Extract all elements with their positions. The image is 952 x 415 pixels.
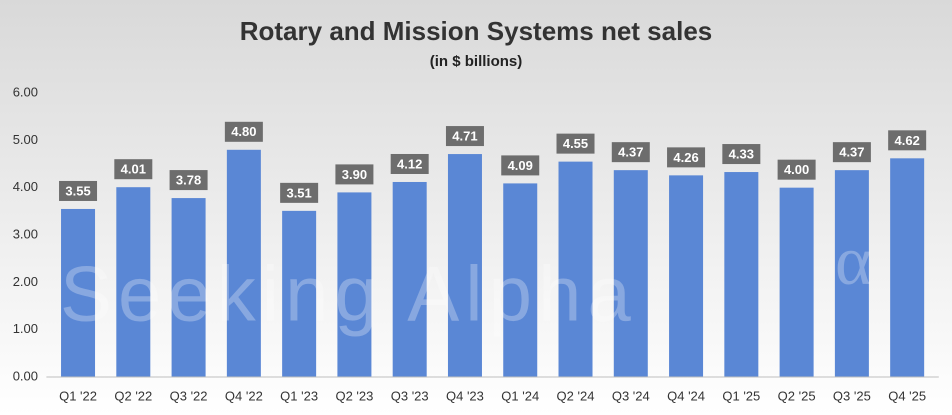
y-tick-label: 4.00 (13, 179, 38, 194)
y-tick-label: 6.00 (13, 84, 38, 99)
value-label: 3.55 (65, 183, 90, 198)
value-label: 4.33 (729, 146, 754, 161)
y-tick-label: 0.00 (13, 368, 38, 383)
value-label-box (611, 142, 650, 163)
x-tick-label: Q3 '25 (833, 388, 871, 403)
chart-subtitle: (in $ billions) (430, 53, 523, 70)
value-label-box (335, 164, 374, 185)
value-label: 3.90 (342, 167, 367, 182)
value-label-box (667, 147, 706, 168)
value-label-box (832, 142, 871, 163)
bar (282, 210, 317, 377)
value-label: 4.00 (784, 162, 809, 177)
value-label: 4.80 (231, 124, 256, 139)
value-label: 4.62 (895, 133, 920, 148)
value-label: 4.12 (397, 156, 422, 171)
value-label-box (280, 182, 319, 203)
value-label: 4.55 (563, 136, 588, 151)
x-tick-label: Q2 '25 (778, 388, 816, 403)
x-tick-label: Q1 '24 (501, 388, 539, 403)
bar (834, 170, 869, 377)
value-label: 4.37 (618, 145, 643, 160)
watermark: Seeking Alpha (60, 250, 637, 338)
value-label: 4.26 (673, 150, 698, 165)
y-tick-label: 1.00 (13, 321, 38, 336)
value-label-box (722, 144, 761, 165)
value-label-box (114, 159, 153, 180)
value-label-box (59, 180, 98, 201)
value-label: 4.01 (121, 162, 146, 177)
y-tick-label: 2.00 (13, 274, 38, 289)
value-label-box (501, 155, 540, 176)
x-tick-label: Q4 '23 (446, 388, 484, 403)
bar (890, 158, 925, 377)
value-label: 3.51 (286, 185, 311, 200)
x-tick-label: Q3 '22 (170, 388, 208, 403)
value-label: 3.78 (176, 173, 201, 188)
x-tick-label: Q2 '23 (335, 388, 373, 403)
x-tick-label: Q3 '23 (391, 388, 429, 403)
value-label-box (777, 159, 816, 180)
bar (613, 170, 648, 377)
bar (226, 149, 261, 377)
x-tick-label: Q1 '23 (280, 388, 318, 403)
value-label: 4.09 (508, 158, 533, 173)
bar (61, 208, 96, 377)
bar (558, 161, 593, 377)
x-tick-label: Q4 '25 (888, 388, 926, 403)
x-tick-label: Q3 '24 (612, 388, 650, 403)
bar (447, 154, 482, 377)
bar (724, 172, 759, 377)
value-label-box (390, 153, 429, 174)
value-label: 4.37 (839, 145, 864, 160)
value-label: 4.71 (452, 128, 477, 143)
bar (171, 198, 206, 377)
watermark-symbol: α (835, 223, 872, 300)
value-label-box (888, 130, 927, 151)
x-tick-label: Q2 '24 (557, 388, 595, 403)
bar (779, 187, 814, 377)
x-tick-label: Q4 '24 (667, 388, 705, 403)
bar (337, 192, 372, 377)
y-tick-label: 5.00 (13, 132, 38, 147)
value-label-box (445, 126, 484, 147)
y-tick-label: 3.00 (13, 226, 38, 241)
bar (503, 183, 538, 377)
bar (116, 187, 151, 377)
chart-title: Rotary and Mission Systems net sales (240, 16, 713, 46)
bar (392, 181, 427, 377)
x-tick-label: Q4 '22 (225, 388, 263, 403)
x-tick-label: Q1 '25 (722, 388, 760, 403)
value-label-box (556, 133, 595, 154)
value-label-box (224, 121, 263, 142)
x-tick-label: Q1 '22 (59, 388, 97, 403)
bar (669, 175, 704, 377)
x-tick-label: Q2 '22 (114, 388, 152, 403)
value-label-box (169, 170, 208, 191)
